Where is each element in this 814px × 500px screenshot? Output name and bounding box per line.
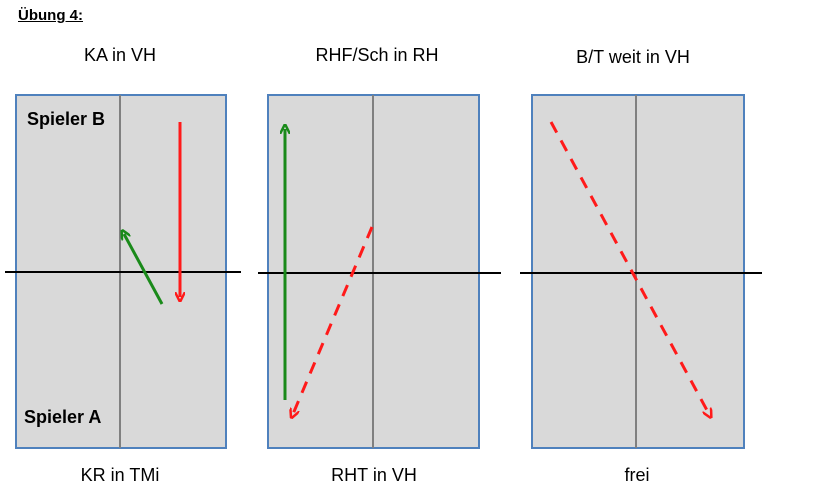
table-3 [520,94,762,449]
exercise-title: Übung 4: [18,7,83,24]
panel-2-bottom-label: RHT in VH [331,465,417,485]
table-2 [258,94,501,449]
table-3-surface [531,94,745,449]
panel-2-top-label: RHF/Sch in RH [315,45,439,65]
red-dashed-arrow-long [549,121,709,414]
panel-1-bottom-label: KR in TMi [80,465,160,485]
panel-3-bottom-label: frei [624,465,650,485]
panel-3-top-label: B/T weit in VH [576,47,690,67]
player-b-label: Spieler B [27,109,106,129]
red-dashed-arrow [293,226,374,414]
panel-1-top-label: KA in VH [83,45,157,65]
table-1 [5,94,241,449]
player-a-label: Spieler A [24,407,102,427]
green-arrow-diagonal [124,234,164,305]
